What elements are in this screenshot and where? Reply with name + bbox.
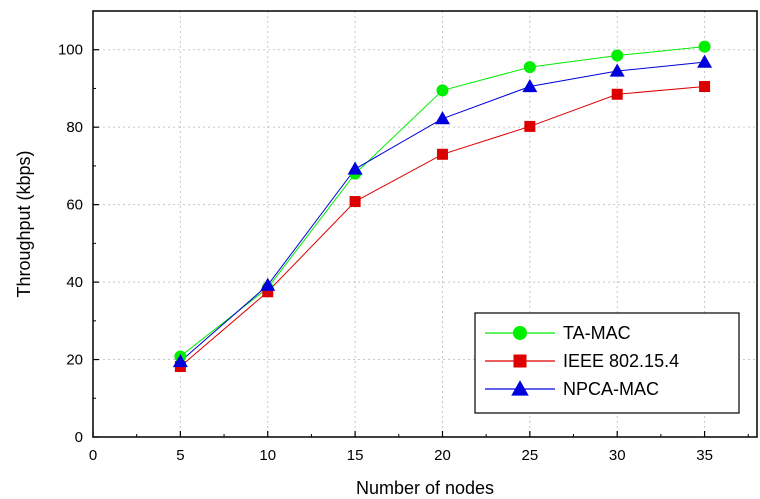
y-axis-title: Throughput (kbps) xyxy=(14,150,34,297)
legend: TA-MAC IEEE 802.15.4 NPCA-MAC xyxy=(474,312,740,414)
data-point-npca-mac xyxy=(347,161,363,175)
data-point-ieee-802-15-4 xyxy=(699,81,711,93)
y-tick-label: 80 xyxy=(66,119,83,136)
plot-frame xyxy=(92,10,758,438)
legend-marker-ieee-802-15-4 xyxy=(513,354,527,368)
data-point-ta-mac xyxy=(523,61,536,74)
series-markers xyxy=(172,40,713,373)
x-tick-label: 25 xyxy=(521,447,538,464)
data-point-ta-mac xyxy=(436,84,449,97)
y-tick-label: 100 xyxy=(58,42,83,59)
data-point-npca-mac xyxy=(260,277,276,291)
data-point-npca-mac xyxy=(522,79,538,93)
y-tick-label: 60 xyxy=(66,197,83,214)
legend-label-ta-mac: TA-MAC xyxy=(563,323,631,343)
data-point-npca-mac xyxy=(172,353,188,368)
x-tick-label: 20 xyxy=(434,447,451,464)
x-tick-label: 0 xyxy=(89,447,97,464)
data-point-ieee-802-15-4 xyxy=(349,196,361,208)
legend-marker-ta-mac xyxy=(513,326,527,340)
legend-label-ieee-802-15-4: IEEE 802.15.4 xyxy=(563,351,679,371)
legend-label-npca-mac: NPCA-MAC xyxy=(563,379,659,399)
data-point-npca-mac xyxy=(434,111,450,125)
y-tick-label: 20 xyxy=(66,352,83,369)
data-point-npca-mac xyxy=(609,63,625,77)
x-tick-label: 30 xyxy=(609,447,626,464)
x-tick-label: 35 xyxy=(696,447,713,464)
data-point-ieee-802-15-4 xyxy=(262,286,274,298)
data-point-npca-mac xyxy=(697,54,713,68)
legend-marker-npca-mac xyxy=(511,380,529,396)
data-point-ieee-802-15-4 xyxy=(436,148,448,160)
y-tick-label: 40 xyxy=(66,274,83,291)
x-tick-label: 15 xyxy=(347,447,364,464)
x-tick-label: 5 xyxy=(176,447,184,464)
axis-ticks: 0 20 40 60 80 100 0 5 10 15 20 25 30 35 xyxy=(58,42,749,464)
x-axis-title: Number of nodes xyxy=(356,478,494,498)
x-tick-label: 10 xyxy=(259,447,276,464)
data-point-ieee-802-15-4 xyxy=(611,88,623,100)
y-tick-label: 0 xyxy=(75,429,83,446)
data-point-ieee-802-15-4 xyxy=(524,120,536,132)
data-point-ta-mac xyxy=(611,49,624,62)
data-point-ta-mac xyxy=(698,40,711,53)
